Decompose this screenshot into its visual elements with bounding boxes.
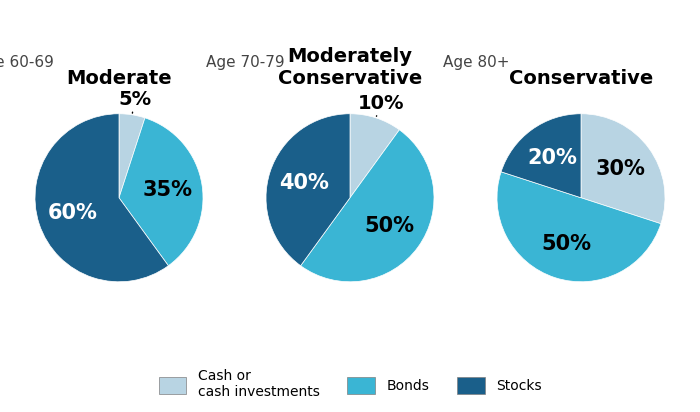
Wedge shape (497, 172, 661, 282)
Text: 30%: 30% (596, 159, 645, 179)
Title: Conservative: Conservative (509, 70, 653, 89)
Text: Age 80+: Age 80+ (442, 55, 509, 70)
Title: Moderately
Conservative: Moderately Conservative (278, 47, 422, 89)
Wedge shape (119, 114, 145, 198)
Wedge shape (350, 114, 400, 198)
Text: Age 60-69: Age 60-69 (0, 55, 53, 70)
Text: 5%: 5% (118, 90, 151, 113)
Wedge shape (501, 114, 581, 198)
Text: 50%: 50% (365, 216, 414, 236)
Wedge shape (119, 118, 203, 266)
Text: 10%: 10% (358, 94, 404, 116)
Title: Moderate: Moderate (66, 70, 172, 89)
Legend: Cash or
cash investments, Bonds, Stocks: Cash or cash investments, Bonds, Stocks (153, 364, 547, 405)
Text: 50%: 50% (541, 234, 591, 254)
Wedge shape (300, 130, 434, 282)
Text: Age 70-79: Age 70-79 (206, 55, 284, 70)
Wedge shape (266, 114, 350, 266)
Text: 35%: 35% (142, 180, 192, 200)
Text: 20%: 20% (527, 148, 578, 169)
Wedge shape (581, 114, 665, 224)
Wedge shape (35, 114, 169, 282)
Text: 40%: 40% (279, 173, 328, 193)
Text: 60%: 60% (48, 203, 97, 223)
